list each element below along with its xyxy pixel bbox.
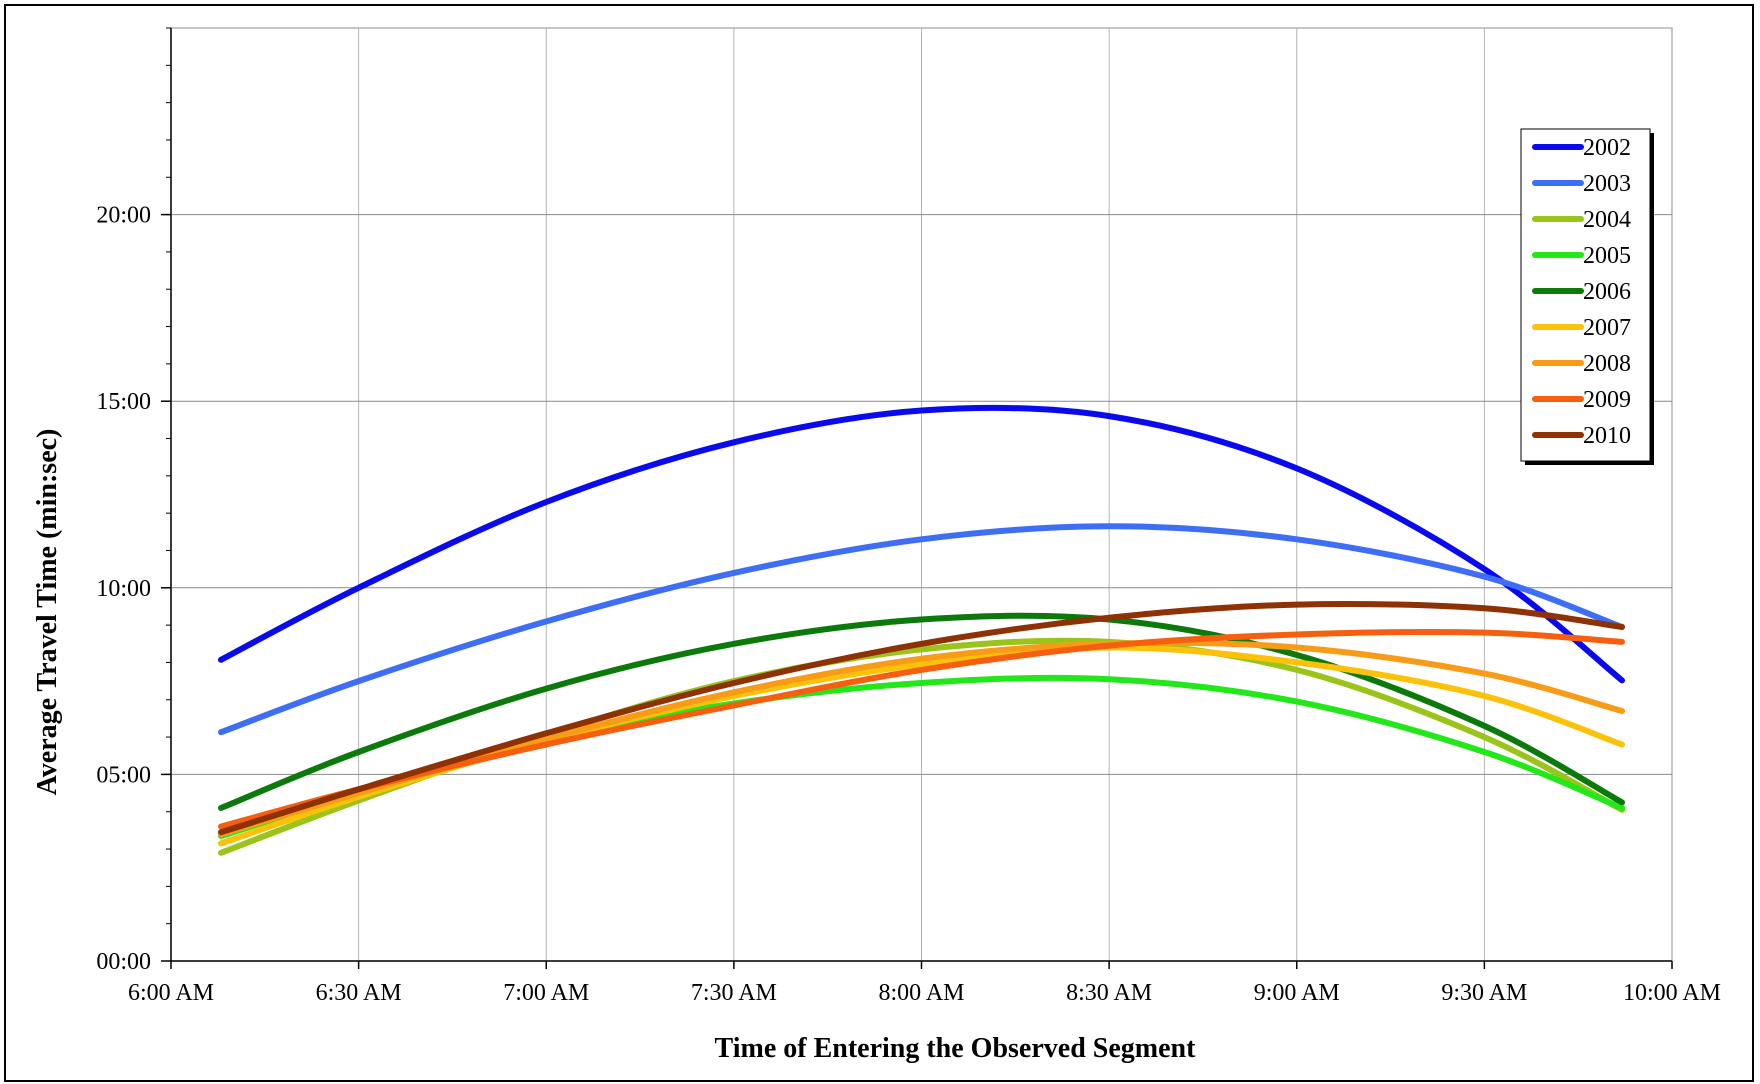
y-tick-label: 05:00 [96, 762, 151, 788]
x-tick-label: 9:30 AM [1441, 980, 1527, 1006]
legend-label-2005: 2005 [1583, 243, 1631, 269]
legend-label-2009: 2009 [1583, 387, 1631, 413]
legend-label-2004: 2004 [1583, 207, 1631, 233]
legend: 2002 2003 2004 2005 2006 2007 2008 2009 2010 [1520, 128, 1654, 465]
series-line-2003 [218, 523, 1625, 736]
x-tick-label: 7:30 AM [691, 980, 777, 1006]
y-axis-title: Average Travel Time (min:sec) [32, 429, 63, 796]
y-tick-label: 00:00 [96, 949, 151, 975]
x-tick-label: 6:00 AM [128, 980, 214, 1006]
x-tick-label: 10:00 AM [1623, 980, 1721, 1006]
x-tick-label: 6:30 AM [316, 980, 402, 1006]
y-tick-labels: 00:00 05:00 10:00 15:00 20:00 [96, 203, 151, 975]
series-line-2006 [218, 612, 1625, 811]
series-line-2010 [218, 600, 1625, 836]
series-line-2009 [218, 629, 1625, 830]
x-tick-labels: 6:00 AM 6:30 AM 7:00 AM 7:30 AM 8:00 AM 8:30 … [128, 980, 1721, 1006]
series-line-2002 [218, 404, 1625, 684]
x-tick-label: 8:30 AM [1066, 980, 1152, 1006]
y-tick-label: 10:00 [96, 576, 151, 602]
legend-label-2007: 2007 [1583, 315, 1631, 341]
x-axis-title: Time of Entering the Observed Segment [715, 1033, 1197, 1064]
series-lines [218, 404, 1625, 856]
x-tick-label: 7:00 AM [503, 980, 589, 1006]
legend-label-2010: 2010 [1583, 423, 1631, 449]
axes [161, 27, 1673, 969]
x-tick-label: 8:00 AM [878, 980, 964, 1006]
legend-label-2006: 2006 [1583, 279, 1631, 305]
grid-lines [170, 27, 1673, 962]
legend-label-2002: 2002 [1583, 135, 1631, 161]
y-tick-label: 15:00 [96, 389, 151, 415]
y-tick-label: 20:00 [96, 203, 151, 229]
x-tick-label: 9:00 AM [1254, 980, 1340, 1006]
legend-label-2008: 2008 [1583, 351, 1631, 377]
legend-label-2003: 2003 [1583, 171, 1631, 197]
